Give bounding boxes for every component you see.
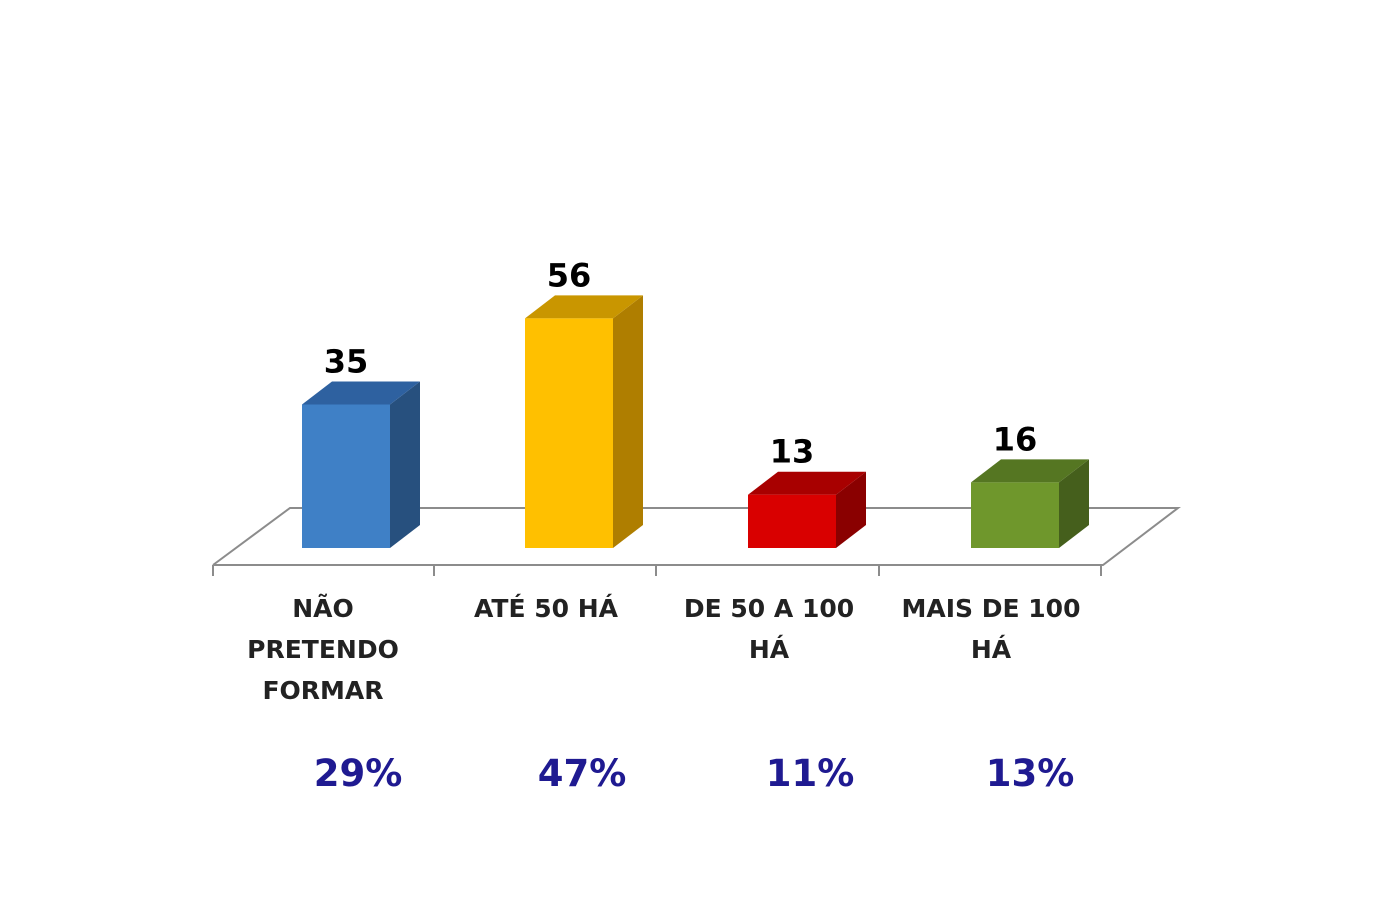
data-label: 35 [324, 343, 369, 381]
bar-side [390, 381, 420, 548]
category-label: NÃO PRETENDO FORMAR [247, 594, 399, 705]
data-label: 56 [547, 256, 592, 294]
category-label-line: NÃO [292, 594, 354, 623]
category-label-line: ATÉ 50 HÁ [474, 594, 619, 623]
bar-front [971, 482, 1059, 548]
category-label-line: HÁ [749, 635, 790, 664]
bar-front [302, 404, 390, 548]
percentage-label: 13% [986, 752, 1075, 795]
bar-front [525, 318, 613, 548]
category-label-line: HÁ [971, 635, 1012, 664]
data-label: 16 [993, 420, 1038, 458]
category-label-line: MAIS DE 100 [902, 594, 1081, 623]
bar [302, 381, 420, 548]
bar-top [971, 459, 1089, 483]
percentage-labels: 29% 47% 11% 13% [314, 752, 1075, 795]
bar-top [302, 381, 420, 405]
bar-top [525, 295, 643, 319]
bar-side [1059, 459, 1089, 548]
chart-floor [212, 507, 1181, 576]
category-label: MAIS DE 100 HÁ [902, 594, 1081, 664]
category-label-line: PRETENDO [247, 635, 399, 664]
percentage-label: 11% [766, 752, 855, 795]
category-label: DE 50 A 100 HÁ [684, 594, 854, 664]
percentage-label: 47% [538, 752, 627, 795]
bar-top [748, 471, 866, 495]
category-label-line: FORMAR [262, 676, 383, 705]
bar-side [836, 471, 866, 548]
bar-series [302, 295, 1089, 548]
floor-outline [212, 507, 1181, 566]
bar-side [613, 295, 643, 548]
data-label: 13 [770, 433, 815, 471]
category-label-line: DE 50 A 100 [684, 594, 854, 623]
percentage-label: 29% [314, 752, 403, 795]
data-labels: 35 56 13 16 [324, 256, 1038, 470]
bar [971, 459, 1089, 548]
category-label: ATÉ 50 HÁ [474, 594, 619, 623]
bar-front [748, 494, 836, 548]
bar [748, 471, 866, 548]
bar [525, 295, 643, 548]
